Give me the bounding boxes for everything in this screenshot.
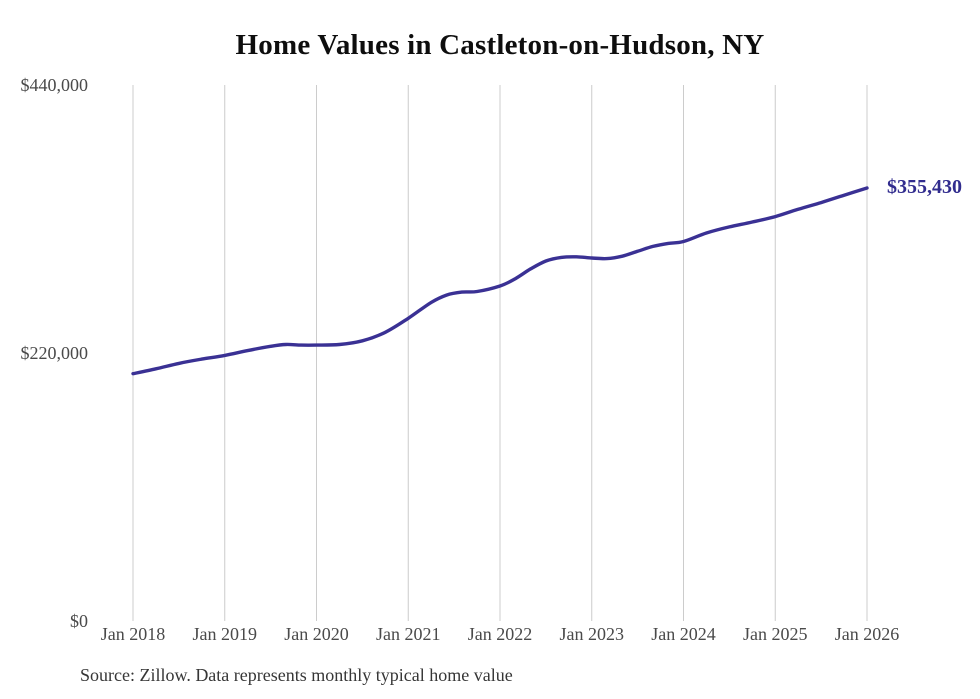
x-tick-label: Jan 2026 bbox=[835, 624, 900, 644]
home-value-line bbox=[131, 186, 869, 376]
x-tick-label: Jan 2019 bbox=[193, 624, 258, 644]
chart-title: Home Values in Castleton-on-Hudson, NY bbox=[235, 29, 765, 61]
x-tick-label: Jan 2023 bbox=[560, 624, 625, 644]
y-tick-label: $0 bbox=[70, 611, 88, 631]
x-tick-label: Jan 2022 bbox=[468, 624, 533, 644]
x-tick-label: Jan 2024 bbox=[651, 624, 716, 644]
y-tick-label: $220,000 bbox=[21, 343, 89, 363]
x-tick-label: Jan 2021 bbox=[376, 624, 441, 644]
end-value-label: $355,430 bbox=[887, 176, 962, 198]
x-tick-label: Jan 2025 bbox=[743, 624, 808, 644]
x-tick-label: Jan 2020 bbox=[284, 624, 349, 644]
x-tick-label: Jan 2018 bbox=[101, 624, 166, 644]
y-tick-label: $440,000 bbox=[21, 75, 89, 95]
source-note: Source: Zillow. Data represents monthly … bbox=[80, 665, 513, 685]
